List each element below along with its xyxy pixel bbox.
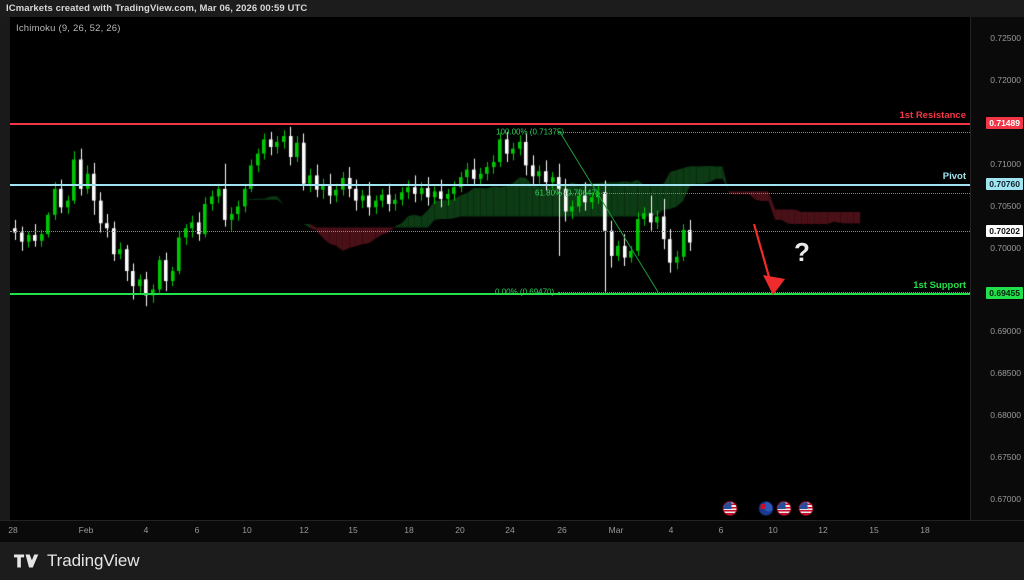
time-tick: 28 — [8, 525, 18, 535]
time-tick: 6 — [194, 525, 200, 535]
flag-marker-us[interactable] — [776, 501, 792, 516]
time-tick: 12 — [818, 525, 828, 535]
watermark-bar: ICmarkets created with TradingView.com, … — [0, 0, 1024, 17]
time-tick: 15 — [348, 525, 358, 535]
time-tick: 26 — [557, 525, 567, 535]
level-line-pivot[interactable] — [10, 183, 970, 186]
price-pill-1st-resistance[interactable]: 0.71489 — [986, 116, 1023, 129]
level-line-1st-resistance[interactable] — [10, 122, 970, 125]
price-axis[interactable]: 0.72500 0.72000 0.71000 0.70500 0.70000 0.690… — [970, 17, 1024, 520]
time-tick: Feb — [78, 525, 94, 535]
time-tick: 6 — [718, 525, 724, 535]
indicator-legend[interactable]: Ichimoku (9, 26, 52, 26) — [16, 23, 121, 34]
last-price-pill[interactable]: 0.70202 — [986, 224, 1023, 237]
fib-label-1: 100.00% (0.71375) — [496, 127, 565, 137]
time-tick: Mar — [608, 525, 624, 535]
time-tick: 10 — [768, 525, 778, 535]
fib-line-0.618 — [558, 193, 970, 195]
last-price-line — [10, 230, 970, 232]
price-tick: 0.72000 — [990, 74, 1021, 85]
price-tick: 0.69000 — [990, 326, 1021, 337]
time-tick: 15 — [869, 525, 879, 535]
price-pill-pivot[interactable]: 0.70760 — [986, 177, 1023, 190]
time-tick: 4 — [668, 525, 674, 535]
time-tick: 18 — [920, 525, 930, 535]
price-tick: 0.68500 — [990, 368, 1021, 379]
price-pill-1st-support[interactable]: 0.69455 — [986, 287, 1023, 300]
fib-line-0 — [558, 291, 970, 293]
flag-marker-blue[interactable] — [758, 501, 774, 516]
time-tick: 18 — [404, 525, 414, 535]
level-line-1st-support[interactable] — [10, 293, 970, 296]
question-mark-annotation: ? — [794, 237, 810, 267]
flag-marker-us[interactable] — [722, 501, 738, 516]
time-tick: 20 — [455, 525, 465, 535]
price-tick: 0.70500 — [990, 200, 1021, 211]
time-tick: 24 — [505, 525, 515, 535]
level-label-pivot: Pivot — [942, 170, 966, 182]
brand-bar: TradingView — [0, 542, 1024, 580]
price-tick: 0.72500 — [990, 32, 1021, 43]
brand-name: TradingView — [47, 551, 140, 570]
fib-line-1 — [558, 132, 970, 134]
time-tick: 10 — [242, 525, 252, 535]
left-gutter — [0, 17, 10, 520]
price-tick: 0.68000 — [990, 410, 1021, 421]
time-axis[interactable]: 28 Feb 4 6 10 12 15 18 20 24 26 Mar 4 6 10 12 15 18 — [0, 520, 1024, 542]
time-tick: 12 — [299, 525, 309, 535]
price-tick: 0.67000 — [990, 494, 1021, 505]
level-label-1st-support: 1st Support — [913, 280, 966, 292]
time-tick: 4 — [143, 525, 149, 535]
tradingview-logo-icon — [14, 554, 39, 568]
economic-event-flags — [0, 501, 1024, 521]
price-tick: 0.71000 — [990, 158, 1021, 169]
level-label-1st-resistance: 1st Resistance — [899, 109, 966, 121]
candlestick-canvas[interactable] — [10, 17, 970, 520]
price-tick: 0.70000 — [990, 242, 1021, 253]
fib-label-0: 0.00% (0.69470) — [495, 287, 555, 297]
flag-marker-us[interactable] — [798, 501, 814, 516]
price-tick: 0.67500 — [990, 452, 1021, 463]
chart-panel[interactable]: Ichimoku (9, 26, 52, 26) 1st Resistance P… — [10, 17, 970, 520]
fib-label-0.618: 61.80% (0.70647) — [535, 188, 599, 198]
